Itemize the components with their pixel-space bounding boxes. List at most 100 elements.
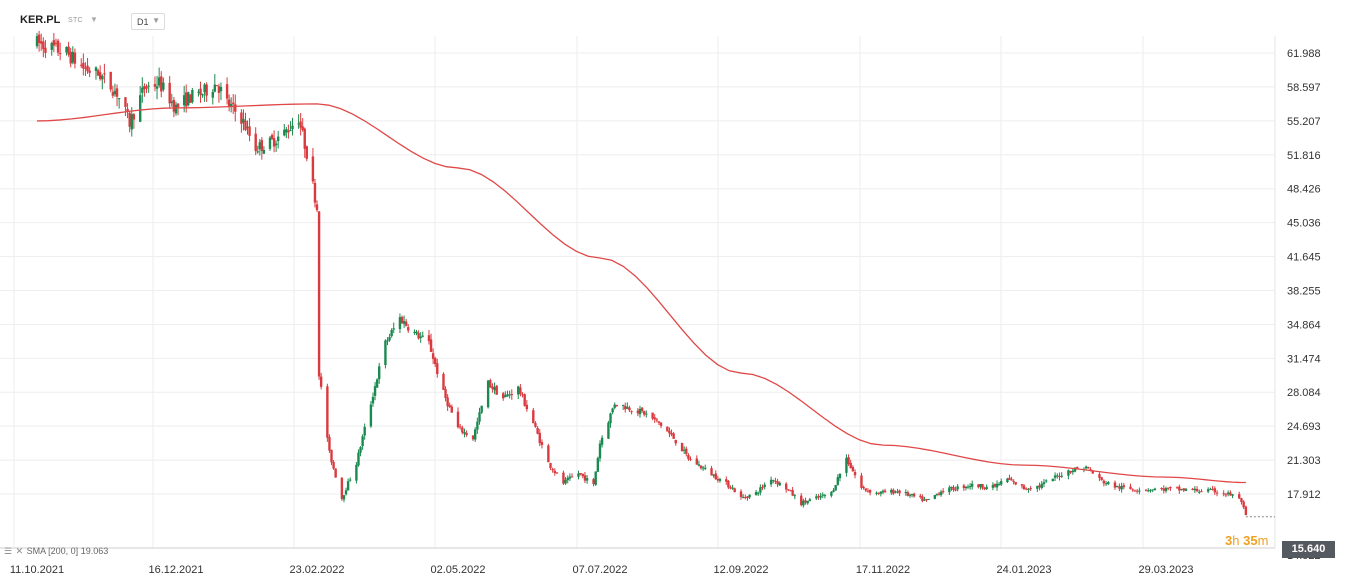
candle-body xyxy=(471,435,475,440)
candle-body xyxy=(977,484,980,488)
x-tick-label: 07.07.2022 xyxy=(572,564,627,576)
chevron-down-icon[interactable]: ▼ xyxy=(90,15,98,24)
candle-body xyxy=(596,458,600,472)
candle-body xyxy=(553,470,557,473)
candle-body xyxy=(904,492,908,494)
candle-body xyxy=(1226,492,1230,495)
candle-body xyxy=(162,82,165,90)
candle-body xyxy=(748,494,751,498)
candle-body xyxy=(297,123,300,125)
candle-body xyxy=(448,405,451,407)
candle-body xyxy=(853,472,857,476)
candle-body xyxy=(215,85,219,87)
candle-body xyxy=(598,443,602,459)
candle-body xyxy=(970,483,974,487)
candle-body xyxy=(1153,488,1157,491)
y-tick-label: 61.988 xyxy=(1287,48,1321,60)
candle-body xyxy=(1211,488,1214,490)
candle-body xyxy=(155,86,159,89)
candle-body xyxy=(80,64,83,66)
candle-body xyxy=(404,321,408,326)
candle-body xyxy=(113,90,117,95)
candle-body xyxy=(446,397,449,407)
candle-body xyxy=(65,46,68,53)
menu-icon[interactable]: ☰ xyxy=(4,546,13,556)
candle-body xyxy=(534,423,537,427)
candle-body xyxy=(330,449,333,463)
candle-body xyxy=(289,130,292,132)
candle-body xyxy=(1098,474,1101,478)
candle-body xyxy=(954,489,957,491)
candle-body xyxy=(883,490,887,493)
candle-body xyxy=(44,47,47,53)
candle-body xyxy=(373,386,377,396)
candle-body xyxy=(240,112,243,124)
candle-body xyxy=(56,40,60,53)
candle-body xyxy=(759,487,762,493)
candle-body xyxy=(956,486,959,490)
candle-body xyxy=(117,98,121,100)
candle-body xyxy=(508,394,511,396)
candle-body xyxy=(1038,485,1041,488)
candle-body xyxy=(1133,490,1137,492)
candle-body xyxy=(205,84,208,96)
candle-body xyxy=(1040,483,1043,488)
y-tick-label: 24.693 xyxy=(1287,421,1321,433)
candle-body xyxy=(359,447,362,453)
candle-body xyxy=(315,204,319,211)
candle-body xyxy=(274,143,278,146)
chart-toolbar: KER.PL STC ▼ D1 ▼ xyxy=(0,0,1347,36)
candle-body xyxy=(832,490,835,493)
y-tick-label: 21.303 xyxy=(1287,455,1321,467)
candle-body xyxy=(378,366,381,380)
candle-body xyxy=(1164,488,1168,492)
close-icon[interactable]: ✕ xyxy=(15,546,24,556)
candle-body xyxy=(896,491,899,493)
candle-body xyxy=(744,497,747,499)
candle-body xyxy=(170,101,173,103)
candle-body xyxy=(58,53,62,55)
candle-body xyxy=(1206,489,1210,492)
candle-body xyxy=(566,477,569,481)
candle-body xyxy=(458,426,462,428)
interval-select[interactable]: D1 ▼ xyxy=(131,13,165,30)
candle-body xyxy=(197,91,200,93)
candle-body xyxy=(185,92,188,107)
candle-body xyxy=(1091,470,1094,474)
candle-body xyxy=(1120,485,1123,490)
candle-body xyxy=(968,486,972,488)
candle-body xyxy=(912,493,916,497)
candle-body xyxy=(88,70,91,73)
candle-body xyxy=(685,448,688,454)
candle-body xyxy=(523,394,526,406)
candle-body xyxy=(776,481,779,485)
candle-body xyxy=(98,72,102,80)
candle-body xyxy=(746,496,749,499)
candle-body xyxy=(1008,477,1011,480)
y-tick-label: 51.816 xyxy=(1287,150,1321,162)
sma-indicator-value: 19.063 xyxy=(80,546,109,556)
candle-body xyxy=(815,496,818,499)
candle-body xyxy=(115,88,119,97)
candle-body xyxy=(431,353,435,359)
candle-body xyxy=(1067,470,1070,476)
symbol-label[interactable]: KER.PL xyxy=(20,14,61,26)
candle-body xyxy=(1071,470,1075,473)
candle-body xyxy=(191,89,194,103)
candle-body xyxy=(628,407,631,411)
y-tick-label: 58.597 xyxy=(1287,82,1321,94)
candle-body xyxy=(645,413,648,415)
candle-body xyxy=(421,335,424,337)
candle-body xyxy=(248,126,251,136)
candle-body xyxy=(817,496,820,498)
candle-body xyxy=(653,417,656,420)
candle-body xyxy=(804,500,807,503)
candle-body xyxy=(334,468,337,478)
candle-body xyxy=(657,421,661,423)
candle-body xyxy=(369,404,373,427)
instrument-type-label[interactable]: STC xyxy=(68,17,83,24)
candle-body xyxy=(1029,488,1032,490)
candle-body xyxy=(400,316,404,324)
candle-body xyxy=(640,407,644,412)
